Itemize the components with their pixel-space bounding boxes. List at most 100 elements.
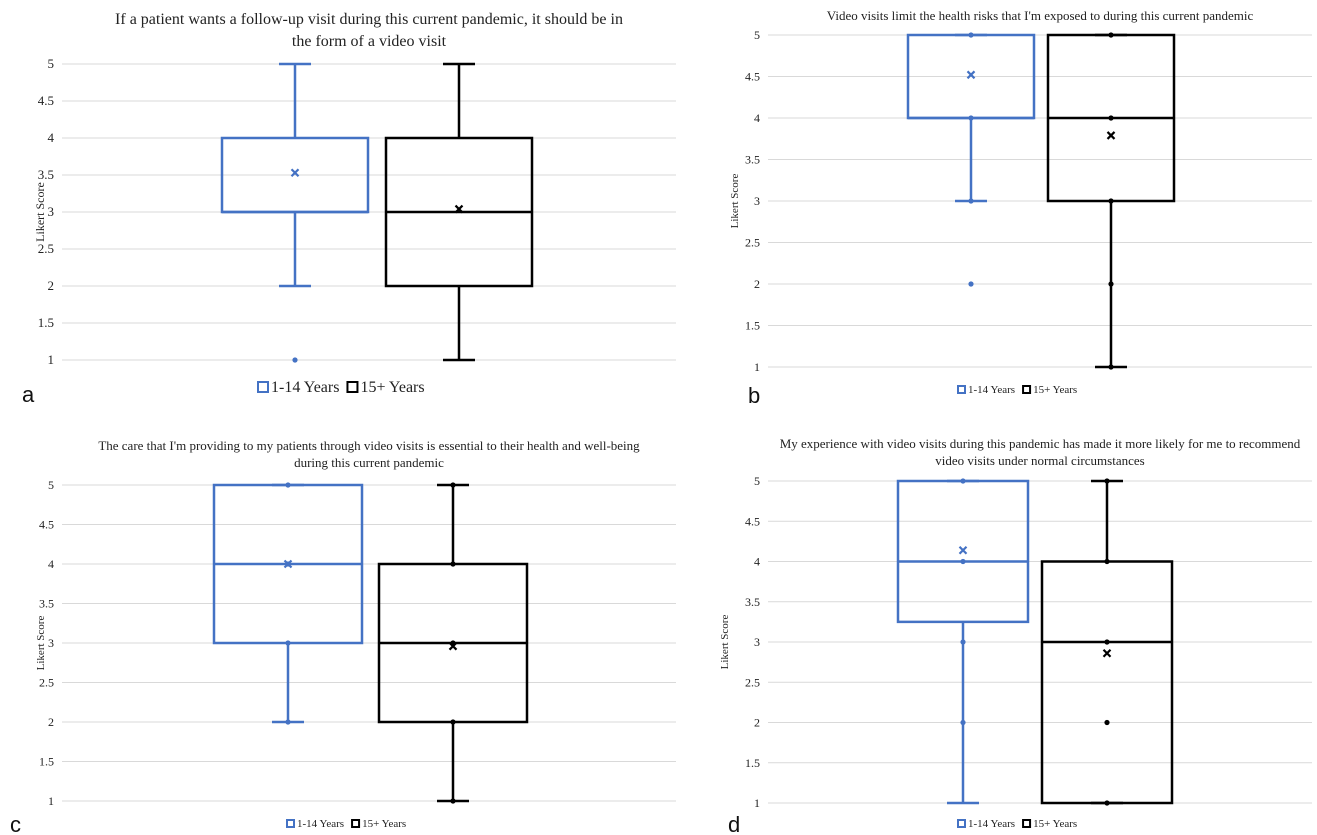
legend: 1-14 Years 15+ Years xyxy=(286,818,406,830)
y-tick-label: 1.5 xyxy=(38,315,54,330)
y-tick-label: 2.5 xyxy=(39,676,54,690)
y-tick-label: 1.5 xyxy=(39,755,54,769)
y-tick-label: 1 xyxy=(754,796,760,810)
data-point xyxy=(450,719,456,725)
chart-panel-b: Video visits limit the health risks that… xyxy=(729,8,1312,408)
panel-letter: c xyxy=(10,812,21,835)
panel-letter: d xyxy=(728,812,740,835)
mean-marker xyxy=(1106,131,1116,140)
legend-swatch xyxy=(1022,385,1032,394)
y-tick-label: 5 xyxy=(754,28,760,42)
data-point xyxy=(960,558,966,565)
y-tick-label: 3 xyxy=(754,194,760,208)
legend-swatch xyxy=(351,819,361,828)
chart-panel-d: My experience with video visits during t… xyxy=(719,436,1312,835)
data-point xyxy=(1104,558,1110,565)
mean-marker xyxy=(1102,648,1112,658)
y-tick-label: 2 xyxy=(48,715,54,729)
data-point xyxy=(1108,115,1114,121)
y-axis-label: Likert Score xyxy=(729,174,741,229)
data-point xyxy=(960,478,966,484)
mean-marker xyxy=(958,545,968,555)
mean-marker-stroke xyxy=(454,204,464,214)
legend-label: 15+ Years xyxy=(362,818,406,830)
box-series-15-plus-years xyxy=(384,62,534,362)
y-tick-label: 2.5 xyxy=(745,675,760,689)
y-tick-label: 3 xyxy=(48,204,55,219)
legend-swatch xyxy=(1022,819,1032,828)
mean-marker xyxy=(454,204,464,214)
data-point xyxy=(1108,364,1114,370)
legend: 1-14 Years 15+ Years xyxy=(957,384,1077,396)
chart-title-line: The care that I'm providing to my patien… xyxy=(98,438,640,453)
box-series-15-plus-years xyxy=(377,482,529,804)
data-point xyxy=(450,798,456,804)
legend: 1-14 Years 15+ Years xyxy=(257,379,425,396)
y-tick-label: 2 xyxy=(48,278,55,293)
data-point xyxy=(1108,198,1114,204)
data-point xyxy=(292,357,298,363)
box-series-1-14-years xyxy=(896,478,1030,805)
box-series-1-14-years xyxy=(212,482,364,725)
y-tick-label: 4.5 xyxy=(745,70,760,84)
y-tick-label: 3 xyxy=(754,635,760,649)
y-tick-label: 5 xyxy=(48,56,55,71)
y-tick-label: 1 xyxy=(754,360,760,374)
legend-label: 1-14 Years xyxy=(297,818,344,830)
legend-item-1-14-years: 1-14 Years xyxy=(257,379,339,396)
y-tick-label: 1 xyxy=(48,794,54,808)
legend-item-1-14-years: 1-14 Years xyxy=(957,818,1015,830)
legend-item-15-plus-years: 15+ Years xyxy=(346,379,425,396)
legend: 1-14 Years 15+ Years xyxy=(957,818,1077,830)
legend-swatch xyxy=(346,381,359,393)
y-tick-label: 2.5 xyxy=(38,241,54,256)
y-tick-label: 4.5 xyxy=(745,514,760,528)
data-point xyxy=(968,115,974,121)
chart-title-line: If a patient wants a follow-up visit dur… xyxy=(115,11,623,28)
mean-marker xyxy=(966,70,976,80)
legend-swatch xyxy=(257,381,269,393)
chart-title-line: video visits under normal circumstances xyxy=(935,453,1144,468)
legend-item-15-plus-years: 15+ Years xyxy=(1022,818,1077,830)
legend-swatch xyxy=(286,819,295,828)
data-point xyxy=(1104,478,1110,484)
data-point xyxy=(1104,800,1110,806)
mean-marker-stroke xyxy=(290,168,300,178)
y-tick-label: 3.5 xyxy=(39,597,54,611)
panel-letter: a xyxy=(22,382,35,407)
chart-title-line: the form of a video visit xyxy=(292,33,447,50)
y-tick-label: 3.5 xyxy=(745,153,760,167)
data-point xyxy=(450,561,456,567)
y-tick-label: 1.5 xyxy=(745,756,760,770)
mean-marker-stroke xyxy=(966,70,976,80)
data-point xyxy=(285,482,291,488)
data-point xyxy=(1108,32,1114,38)
y-tick-label: 2 xyxy=(754,277,760,291)
data-point xyxy=(1108,281,1114,287)
y-tick-label: 4.5 xyxy=(38,93,54,108)
data-point xyxy=(960,719,966,726)
legend-label: 15+ Years xyxy=(1033,818,1077,830)
legend-label: 15+ Years xyxy=(1033,384,1077,396)
y-tick-label: 4 xyxy=(48,130,55,145)
y-tick-label: 2.5 xyxy=(745,236,760,250)
y-tick-label: 1.5 xyxy=(745,319,760,333)
data-point xyxy=(968,32,974,38)
y-tick-label: 1 xyxy=(48,352,55,367)
legend-item-15-plus-years: 15+ Years xyxy=(1022,384,1077,396)
legend-item-1-14-years: 1-14 Years xyxy=(957,384,1015,396)
chart-title-line: during this current pandemic xyxy=(294,455,444,470)
y-tick-label: 4.5 xyxy=(39,518,54,532)
legend-item-15-plus-years: 15+ Years xyxy=(351,818,406,830)
mean-marker xyxy=(283,559,293,569)
legend-label: 1-14 Years xyxy=(968,384,1015,396)
y-tick-label: 2 xyxy=(754,716,760,730)
mean-marker xyxy=(290,168,300,178)
mean-marker-stroke xyxy=(1102,648,1112,658)
box-series-15-plus-years xyxy=(1046,32,1176,370)
mean-marker-stroke xyxy=(283,559,293,569)
y-tick-label: 4 xyxy=(754,555,760,569)
legend-item-1-14-years: 1-14 Years xyxy=(286,818,344,830)
data-point xyxy=(450,482,456,488)
